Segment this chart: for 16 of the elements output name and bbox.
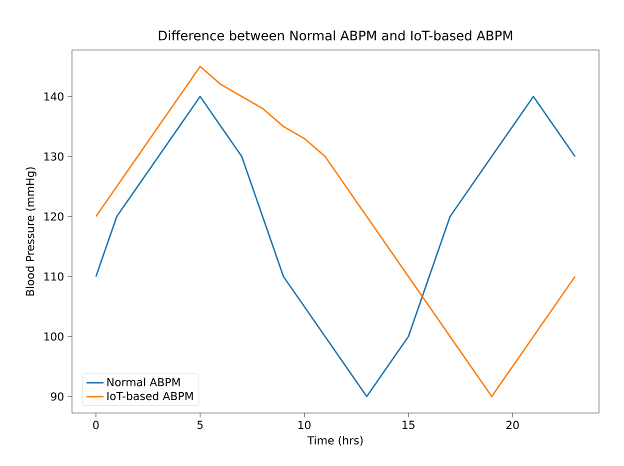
x-tick-label: 15: [402, 420, 414, 429]
y-tick-label: 110: [44, 272, 64, 281]
x-tick-label: 10: [298, 420, 311, 430]
x-tick-label: 0: [93, 420, 99, 430]
y-tick-label: 100: [44, 332, 64, 341]
y-tick-label: 130: [44, 152, 64, 161]
legend-label: Normal ABPM: [107, 378, 180, 386]
y-tick-label: 140: [44, 92, 64, 101]
x-axis-title: Time (hrs): [307, 436, 363, 446]
x-tick-label: 5: [197, 420, 203, 429]
y-axis-title: Blood Pressure (mmHg): [26, 167, 36, 296]
y-tick-label: 90: [50, 392, 64, 401]
x-tick-label: 20: [506, 420, 519, 430]
y-tick-label: 120: [44, 212, 64, 221]
chart-title: Difference between Normal ABPM and IoT-based ABPM: [158, 30, 512, 40]
legend-label: IoT-based ABPM: [107, 392, 193, 400]
